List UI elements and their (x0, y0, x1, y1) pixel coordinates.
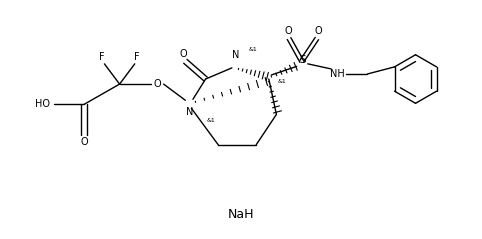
Text: S: S (299, 55, 306, 65)
Text: F: F (99, 52, 105, 62)
Text: N: N (186, 107, 193, 117)
Text: &1: &1 (207, 118, 215, 123)
Text: F: F (134, 52, 140, 62)
Text: HO: HO (35, 99, 50, 109)
Text: NaH: NaH (228, 208, 254, 221)
Text: NH: NH (330, 69, 345, 79)
Text: &1: &1 (249, 47, 257, 52)
Text: N: N (232, 50, 240, 60)
Text: O: O (314, 27, 321, 37)
Text: &1: &1 (278, 79, 287, 84)
Text: O: O (80, 137, 88, 147)
Text: O: O (284, 27, 292, 37)
Text: O: O (154, 79, 161, 89)
Text: O: O (179, 49, 187, 59)
